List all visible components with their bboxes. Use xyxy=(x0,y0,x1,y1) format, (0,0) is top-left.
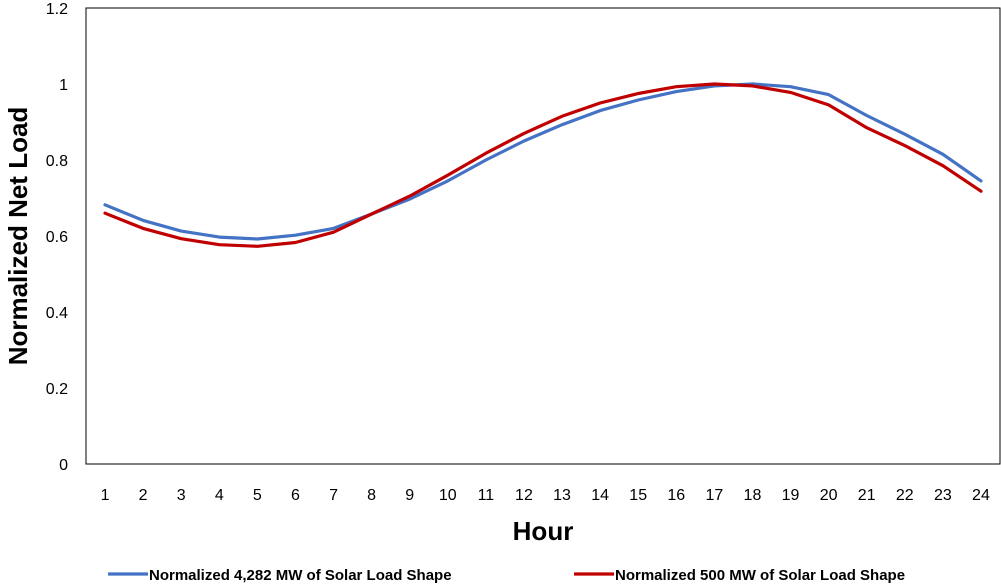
x-tick-label: 1 xyxy=(101,487,110,504)
x-tick-label: 9 xyxy=(405,487,414,504)
x-tick-label: 3 xyxy=(177,487,186,504)
series-lines xyxy=(103,82,983,248)
x-axis-title: Hour xyxy=(513,516,574,546)
series-line-2 xyxy=(103,82,983,248)
x-tick-label: 10 xyxy=(439,487,457,504)
x-tick-label: 16 xyxy=(667,487,685,504)
legend-label-2: Normalized 500 MW of Solar Load Shape xyxy=(615,567,905,584)
y-tick-label: 0 xyxy=(59,457,68,474)
plot-area-border xyxy=(85,7,1001,465)
legend-label-1: Normalized 4,282 MW of Solar Load Shape xyxy=(149,567,452,584)
x-tick-label: 4 xyxy=(215,487,224,504)
x-tick-label: 8 xyxy=(367,487,376,504)
x-tick-label: 15 xyxy=(629,487,647,504)
y-axis-ticks: 0 0.2 0.4 0.6 0.8 1 1.2 xyxy=(46,1,68,474)
y-tick-label: 1.2 xyxy=(46,1,68,18)
x-axis-ticks: 1 2 3 4 5 6 7 8 9 10 11 12 13 14 15 16 17 18 19 20 21 22 23 24 xyxy=(101,487,990,504)
y-axis-title: Normalized Net Load xyxy=(3,107,33,366)
x-tick-label: 17 xyxy=(705,487,723,504)
x-tick-label: 19 xyxy=(782,487,800,504)
y-tick-label: 0.6 xyxy=(46,229,68,246)
x-tick-label: 21 xyxy=(858,487,876,504)
x-tick-label: 20 xyxy=(820,487,838,504)
x-tick-label: 14 xyxy=(591,487,609,504)
x-tick-label: 5 xyxy=(253,487,262,504)
x-tick-label: 18 xyxy=(744,487,762,504)
legend: Normalized 4,282 MW of Solar Load Shape N… xyxy=(108,567,905,584)
x-tick-label: 7 xyxy=(329,487,338,504)
x-tick-label: 24 xyxy=(972,487,990,504)
y-tick-label: 1 xyxy=(59,77,68,94)
y-tick-label: 0.2 xyxy=(46,381,68,398)
y-tick-label: 0.4 xyxy=(46,305,68,322)
x-tick-label: 23 xyxy=(934,487,952,504)
x-tick-label: 6 xyxy=(291,487,300,504)
x-tick-label: 12 xyxy=(515,487,533,504)
x-tick-label: 13 xyxy=(553,487,571,504)
x-tick-label: 22 xyxy=(896,487,914,504)
x-tick-label: 11 xyxy=(478,487,495,504)
y-tick-label: 0.8 xyxy=(46,153,68,170)
series-line-1 xyxy=(103,82,983,241)
x-tick-label: 2 xyxy=(139,487,148,504)
